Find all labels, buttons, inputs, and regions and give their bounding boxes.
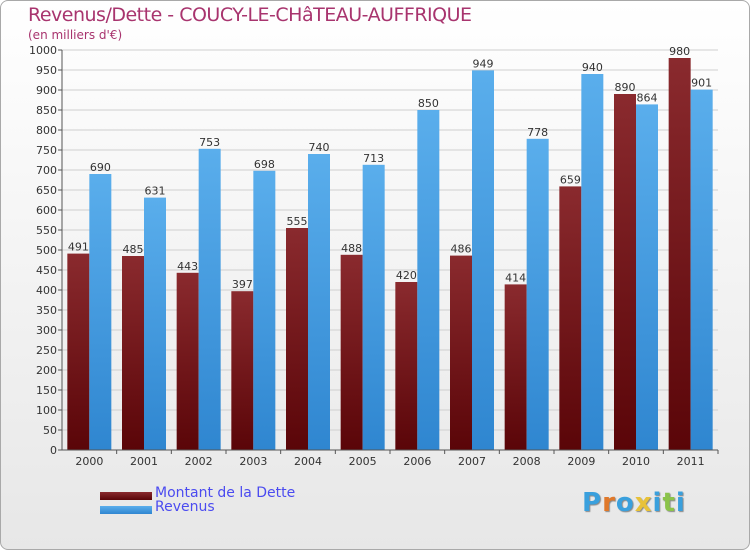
bar-revenus	[308, 154, 330, 450]
x-tick-label: 2007	[458, 455, 486, 468]
bar-dette	[450, 255, 472, 450]
proxiti-logo: Proxiti	[582, 488, 686, 518]
bar-dette	[614, 94, 636, 450]
legend-swatch-revenus	[100, 506, 152, 514]
logo-letter: i	[675, 488, 686, 518]
value-label-dette: 414	[505, 271, 526, 284]
value-label-dette: 443	[177, 260, 198, 273]
y-tick-label: 600	[36, 204, 57, 217]
bar-revenus	[636, 104, 658, 451]
y-tick-label: 800	[36, 124, 57, 137]
y-tick-label: 150	[36, 384, 57, 397]
value-label-revenus: 901	[691, 77, 712, 90]
bar-dette	[395, 282, 418, 450]
bar-dette	[340, 254, 363, 450]
value-label-dette: 486	[451, 243, 472, 256]
bar-revenus	[144, 197, 166, 450]
y-tick-label: 900	[36, 84, 57, 97]
value-label-dette: 555	[287, 215, 308, 228]
value-label-revenus: 631	[145, 185, 166, 198]
logo-letter: o	[615, 488, 635, 518]
legend-swatch-dette	[100, 492, 152, 500]
y-tick-label: 200	[36, 364, 57, 377]
x-tick-label: 2009	[567, 455, 595, 468]
logo-letter: t	[662, 488, 676, 518]
value-label-dette: 491	[68, 241, 89, 254]
bar-revenus	[253, 170, 276, 451]
value-label-dette: 890	[615, 81, 636, 94]
y-tick-label: 400	[36, 284, 57, 297]
bar-revenus	[417, 110, 440, 450]
value-label-revenus: 778	[527, 126, 548, 139]
x-tick-label: 2004	[294, 455, 322, 468]
y-tick-label: 950	[36, 64, 57, 77]
logo-letter: r	[602, 488, 616, 518]
y-tick-label: 100	[36, 404, 57, 417]
value-label-revenus: 949	[473, 57, 494, 70]
bar-dette	[504, 284, 527, 450]
bar-revenus	[362, 164, 385, 451]
value-label-dette: 659	[560, 173, 581, 186]
unit-label: (en milliers d'€)	[28, 28, 123, 42]
bar-revenus	[526, 138, 549, 451]
legend-label-revenus: Revenus	[155, 499, 215, 515]
value-label-revenus: 740	[309, 141, 330, 154]
value-label-revenus: 753	[199, 136, 220, 149]
x-tick-label: 2008	[513, 455, 541, 468]
bar-dette	[67, 253, 90, 450]
chart-title: Revenus/Dette - COUCY-LE-CHâTEAU-AUFFRIQ…	[28, 4, 472, 26]
bar-revenus	[690, 89, 713, 450]
y-tick-label: 550	[36, 224, 57, 237]
bar-dette	[122, 256, 144, 450]
y-tick-label: 650	[36, 184, 57, 197]
y-tick-label: 50	[43, 424, 57, 437]
bar-dette	[559, 186, 582, 450]
x-tick-label: 2011	[677, 455, 705, 468]
value-label-revenus: 690	[90, 161, 111, 174]
bar-revenus	[89, 174, 112, 450]
logo-letter: x	[634, 488, 653, 518]
bar-dette	[668, 58, 691, 450]
value-label-dette: 420	[396, 269, 417, 282]
x-tick-label: 2005	[349, 455, 377, 468]
x-tick-label: 2010	[622, 455, 650, 468]
value-label-dette: 488	[341, 242, 362, 255]
y-tick-label: 250	[36, 344, 57, 357]
bar-revenus	[581, 74, 604, 450]
y-tick-label: 1000	[29, 44, 57, 57]
value-label-revenus: 850	[418, 97, 439, 110]
x-tick-label: 2003	[239, 455, 267, 468]
y-tick-label: 350	[36, 304, 57, 317]
x-tick-label: 2001	[130, 455, 158, 468]
value-label-revenus: 864	[637, 91, 658, 104]
x-tick-label: 2002	[185, 455, 213, 468]
value-label-dette: 397	[232, 278, 253, 291]
bar-revenus	[472, 70, 494, 451]
value-label-revenus: 698	[254, 158, 275, 171]
bar-dette	[286, 228, 308, 450]
value-label-dette: 980	[669, 45, 690, 58]
bar-dette	[176, 272, 199, 450]
y-tick-label: 850	[36, 104, 57, 117]
y-tick-label: 700	[36, 164, 57, 177]
bar-dette	[231, 291, 254, 450]
value-label-revenus: 940	[582, 61, 603, 74]
value-label-dette: 485	[123, 243, 144, 256]
x-tick-label: 2000	[75, 455, 103, 468]
value-label-revenus: 713	[363, 152, 384, 165]
x-tick-label: 2006	[403, 455, 431, 468]
legend-label-dette: Montant de la Dette	[155, 485, 296, 501]
logo-letter: i	[652, 488, 663, 518]
bar-revenus	[198, 148, 221, 451]
y-tick-label: 500	[36, 244, 57, 257]
y-tick-label: 750	[36, 144, 57, 157]
y-tick-label: 0	[50, 444, 57, 457]
y-tick-label: 450	[36, 264, 57, 277]
logo-letter: P	[582, 488, 603, 518]
y-tick-label: 300	[36, 324, 57, 337]
